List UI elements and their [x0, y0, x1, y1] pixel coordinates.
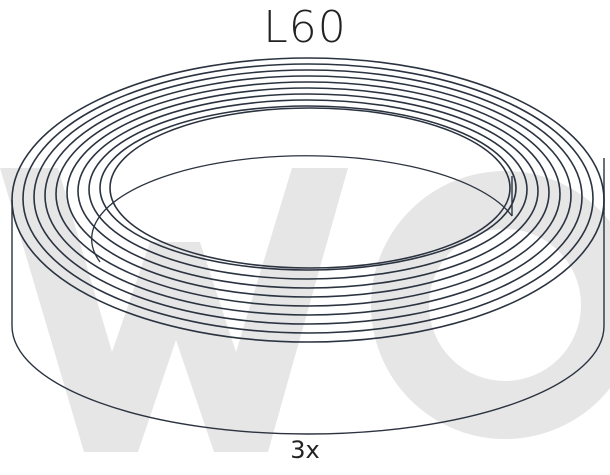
coil-winding — [88, 99, 528, 280]
coil-winding — [33, 69, 583, 325]
coil-winding — [55, 81, 561, 307]
coil-winding — [44, 75, 572, 316]
product-code: L60 — [263, 2, 347, 53]
quantity-label: 3x — [290, 436, 320, 464]
coil-winding — [77, 93, 539, 289]
watermark-logo — [0, 168, 610, 452]
watermark-letter-o — [371, 171, 610, 439]
coil-winding — [99, 105, 517, 271]
coil-inner-edge — [91, 155, 513, 263]
coil-winding — [22, 63, 594, 334]
coil-strip-end — [511, 158, 605, 216]
watermark-letter-w — [0, 168, 348, 452]
coil-winding — [66, 87, 550, 298]
coil-roll — [11, 57, 605, 435]
coil-inner-rim — [109, 107, 511, 269]
coil-outer-wall — [11, 190, 605, 435]
